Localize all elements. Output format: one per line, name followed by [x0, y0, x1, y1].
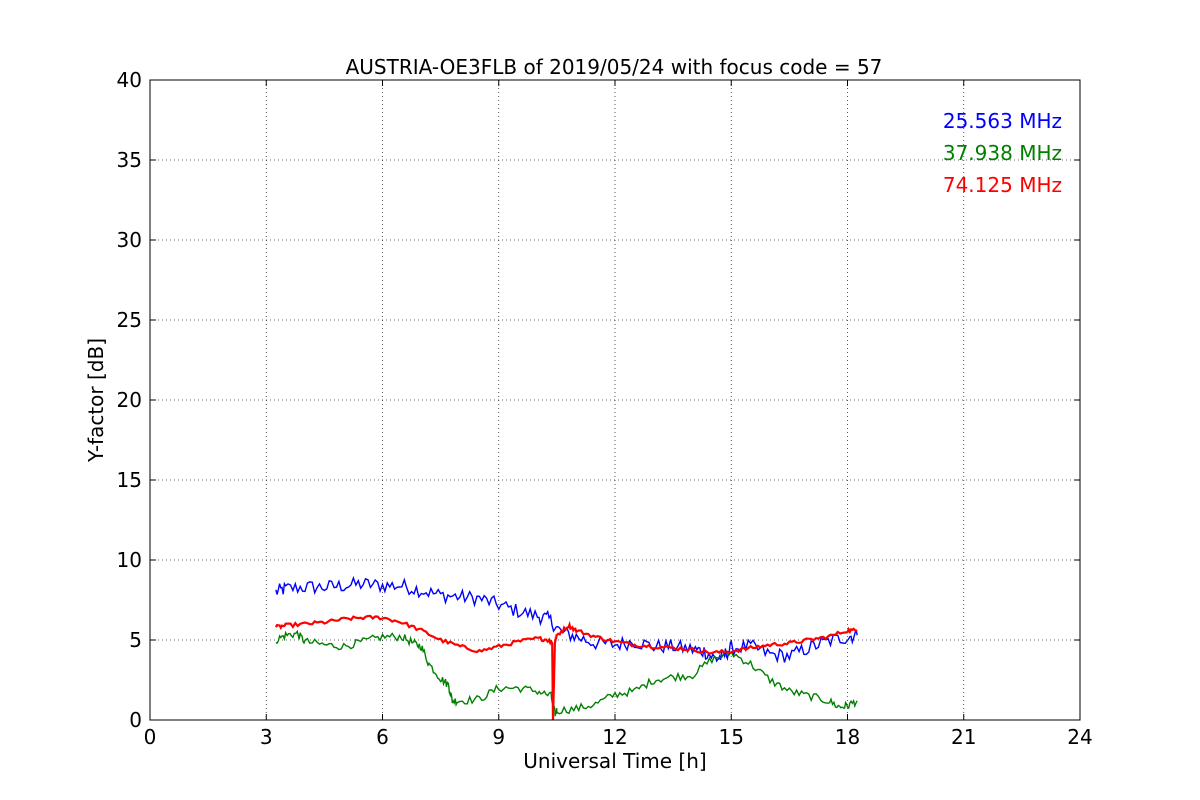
- chart-title: AUSTRIA-OE3FLB of 2019/05/24 with focus …: [346, 55, 883, 79]
- legend-entry: 37.938 MHz: [943, 141, 1062, 165]
- x-axis-ticks: 0 3 6 9 12 15 18 21 24: [144, 80, 1093, 749]
- x-tick-label: 0: [144, 725, 157, 749]
- series-line: [274, 614, 858, 720]
- y-tick-label: 15: [117, 468, 142, 492]
- x-tick-label: 21: [951, 725, 976, 749]
- x-axis-title: Universal Time [h]: [523, 749, 706, 773]
- y-tick-label: 5: [129, 628, 142, 652]
- legend-entry: 74.125 MHz: [943, 173, 1062, 197]
- x-tick-label: 24: [1067, 725, 1092, 749]
- y-axis-title: Y-factor [dB]: [84, 338, 108, 463]
- y-tick-label: 10: [117, 548, 142, 572]
- grid: [150, 80, 1080, 720]
- x-tick-label: 9: [492, 725, 505, 749]
- y-tick-label: 35: [117, 148, 142, 172]
- series-layer: [274, 575, 858, 720]
- legend-entry: 25.563 MHz: [943, 109, 1062, 133]
- series-line: [275, 629, 858, 717]
- y-axis-ticks: 0 5 10 15 20 25 30 35 40: [117, 68, 1080, 732]
- x-tick-label: 15: [719, 725, 744, 749]
- y-tick-label: 25: [117, 308, 142, 332]
- x-tick-label: 12: [602, 725, 627, 749]
- x-tick-label: 3: [260, 725, 273, 749]
- y-tick-label: 40: [117, 68, 142, 92]
- y-tick-label: 0: [129, 708, 142, 732]
- series-line: [275, 575, 858, 664]
- x-tick-label: 18: [835, 725, 860, 749]
- y-tick-label: 30: [117, 228, 142, 252]
- legend: 25.563 MHz 37.938 MHz 74.125 MHz: [943, 109, 1062, 197]
- y-tick-label: 20: [117, 388, 142, 412]
- x-tick-label: 6: [376, 725, 389, 749]
